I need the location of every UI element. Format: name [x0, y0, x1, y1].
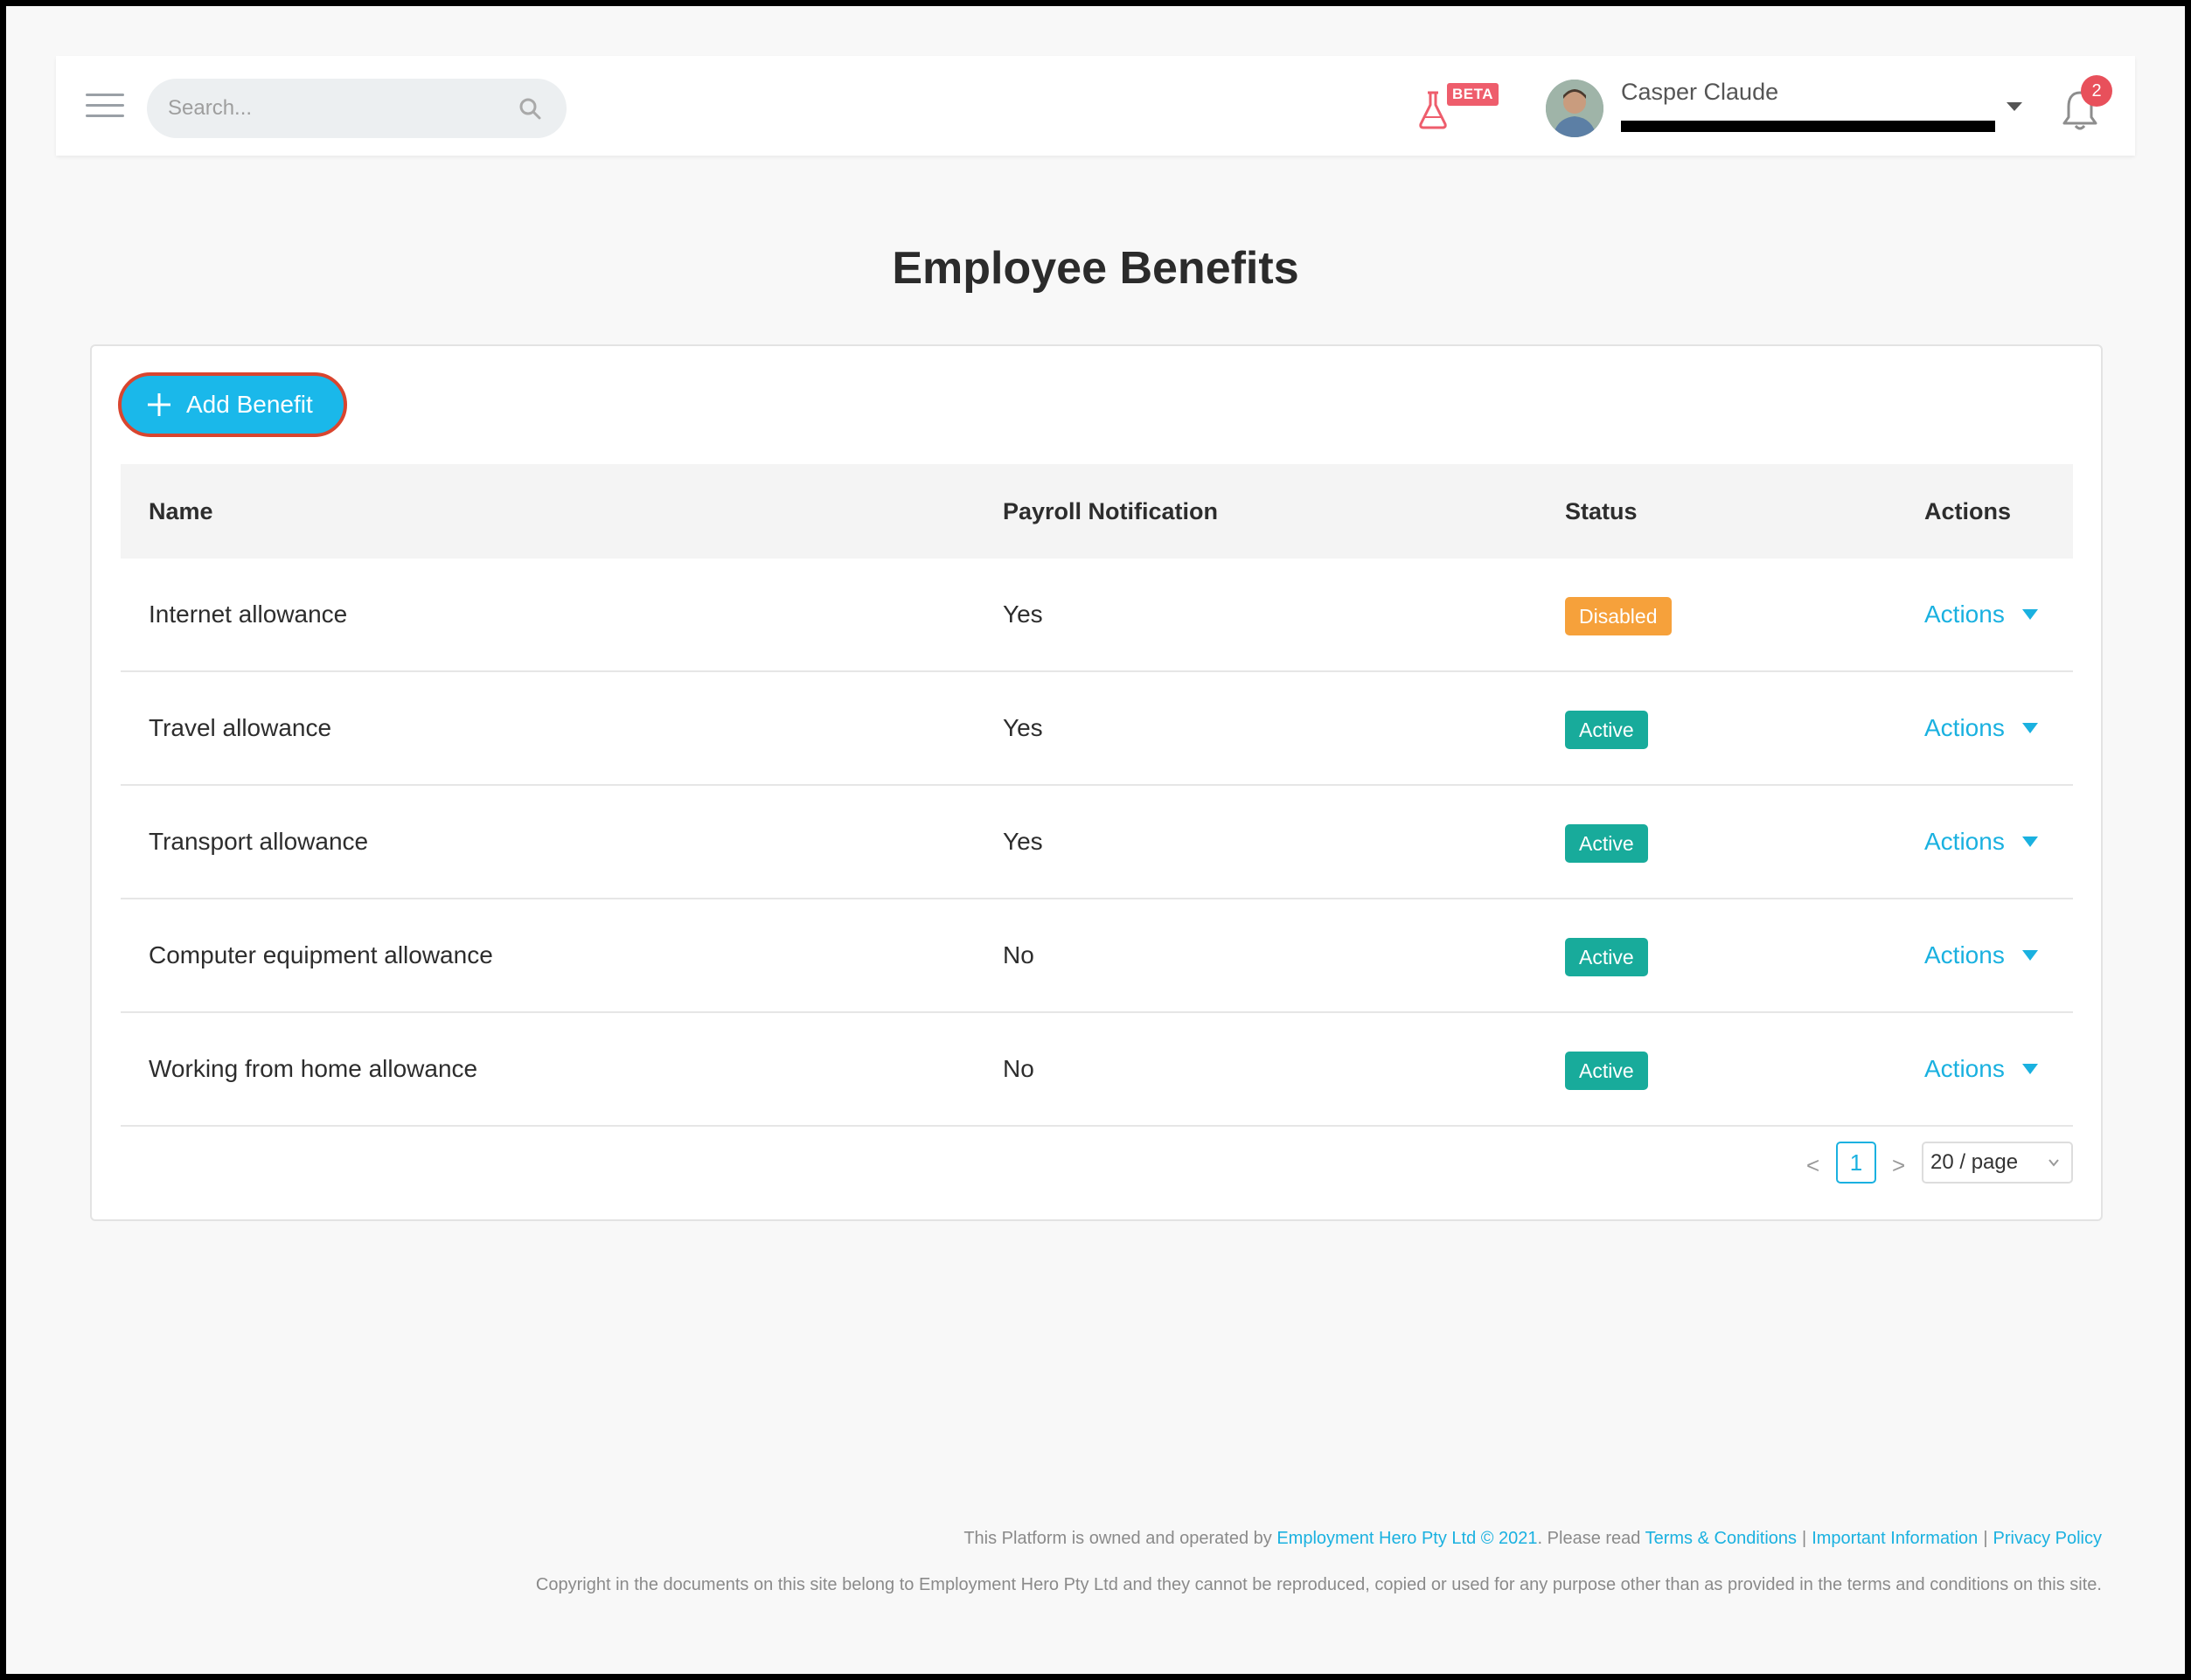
flask-icon[interactable] — [1415, 87, 1450, 131]
search-icon[interactable] — [518, 96, 542, 121]
next-page-button[interactable]: > — [1892, 1152, 1906, 1178]
status-badge: Active — [1565, 938, 1648, 976]
page-size-value: 20 / page — [1930, 1150, 2019, 1174]
benefit-name: Working from home allowance — [149, 1055, 478, 1082]
actions-label: Actions — [1924, 600, 2005, 628]
table-row: Transport allowance Yes Active Actions — [121, 786, 2073, 899]
search-box — [147, 79, 567, 138]
table-row: Internet allowance Yes Disabled Actions — [121, 559, 2073, 672]
page-1-button[interactable]: 1 — [1836, 1142, 1876, 1184]
caret-down-icon — [2021, 837, 2038, 847]
benefit-name: Computer equipment allowance — [149, 941, 493, 968]
actions-label: Actions — [1924, 714, 2005, 741]
status-cell: Active — [1565, 938, 1648, 976]
status-badge: Active — [1565, 1052, 1648, 1090]
caret-down-icon — [2021, 723, 2038, 733]
actions-dropdown[interactable]: Actions — [1924, 672, 2038, 784]
actions-dropdown[interactable]: Actions — [1924, 1013, 2038, 1125]
actions-dropdown[interactable]: Actions — [1924, 559, 2038, 670]
status-cell: Active — [1565, 1052, 1648, 1090]
status-badge: Active — [1565, 711, 1648, 749]
chevron-down-icon[interactable] — [2007, 102, 2022, 111]
redacted-email — [1621, 121, 1995, 132]
column-header-name[interactable]: Name — [149, 498, 213, 524]
column-header-payroll[interactable]: Payroll Notification — [1003, 498, 1219, 524]
status-cell: Active — [1565, 711, 1648, 749]
company-link[interactable]: Employment Hero Pty Ltd © 2021 — [1276, 1529, 1538, 1548]
benefit-name: Transport allowance — [149, 828, 369, 855]
plus-icon — [148, 393, 170, 416]
menu-icon[interactable] — [86, 92, 124, 120]
table-row: Working from home allowance No Active Ac… — [121, 1013, 2073, 1127]
actions-dropdown[interactable]: Actions — [1924, 786, 2038, 898]
footer-copyright: Copyright in the documents on this site … — [535, 1575, 2102, 1594]
actions-label: Actions — [1924, 1055, 2005, 1082]
status-cell: Disabled — [1565, 597, 1672, 635]
footer-separator: | — [1983, 1529, 1988, 1548]
benefit-name: Travel allowance — [149, 714, 332, 741]
important-info-link[interactable]: Important Information — [1812, 1529, 1979, 1548]
user-photo-icon — [1546, 80, 1603, 137]
table-row: Computer equipment allowance No Active A… — [121, 899, 2073, 1013]
avatar[interactable] — [1546, 80, 1603, 137]
footer-prefix: This Platform is owned and operated by — [963, 1529, 1272, 1548]
table-header: Name Payroll Notification Status Actions — [121, 464, 2073, 559]
payroll-notification: No — [1003, 1055, 1034, 1082]
caret-down-icon — [2021, 950, 2038, 961]
chevron-down-icon — [2048, 1159, 2059, 1167]
actions-label: Actions — [1924, 828, 2005, 855]
payroll-notification: No — [1003, 941, 1034, 968]
terms-link[interactable]: Terms & Conditions — [1645, 1529, 1798, 1548]
actions-label: Actions — [1924, 941, 2005, 968]
table-row: Travel allowance Yes Active Actions — [121, 672, 2073, 786]
status-cell: Active — [1565, 824, 1648, 863]
payroll-notification: Yes — [1003, 828, 1043, 855]
footer-separator: | — [1802, 1529, 1807, 1548]
page-title: Employee Benefits — [892, 243, 1299, 294]
privacy-link[interactable]: Privacy Policy — [1993, 1529, 2102, 1548]
search-input[interactable] — [168, 79, 518, 138]
actions-dropdown[interactable]: Actions — [1924, 899, 2038, 1011]
caret-down-icon — [2021, 1064, 2038, 1074]
payroll-notification: Yes — [1003, 600, 1043, 628]
column-header-status[interactable]: Status — [1565, 498, 1638, 524]
add-benefit-label: Add Benefit — [186, 391, 313, 418]
top-bar: BETA Casper Claude 2 — [56, 56, 2135, 156]
beta-badge: BETA — [1447, 83, 1499, 106]
user-name[interactable]: Casper Claude — [1621, 79, 1779, 105]
footer-mid: . Please read — [1537, 1529, 1641, 1548]
caret-down-icon — [2021, 609, 2038, 620]
benefit-name: Internet allowance — [149, 600, 348, 628]
payroll-notification: Yes — [1003, 714, 1043, 741]
benefits-card: Add Benefit Name Payroll Notification St… — [90, 344, 2103, 1221]
add-benefit-button[interactable]: Add Benefit — [118, 372, 347, 437]
page-size-select[interactable]: 20 / page — [1922, 1142, 2073, 1184]
previous-page-button[interactable]: < — [1806, 1152, 1820, 1178]
app-window: BETA Casper Claude 2 Employee Benefits — [6, 6, 2185, 1674]
status-badge: Disabled — [1565, 597, 1672, 635]
status-badge: Active — [1565, 824, 1648, 863]
notification-badge: 2 — [2081, 75, 2112, 107]
footer-ownership: This Platform is owned and operated by E… — [963, 1529, 2102, 1549]
column-header-actions: Actions — [1924, 498, 2012, 524]
